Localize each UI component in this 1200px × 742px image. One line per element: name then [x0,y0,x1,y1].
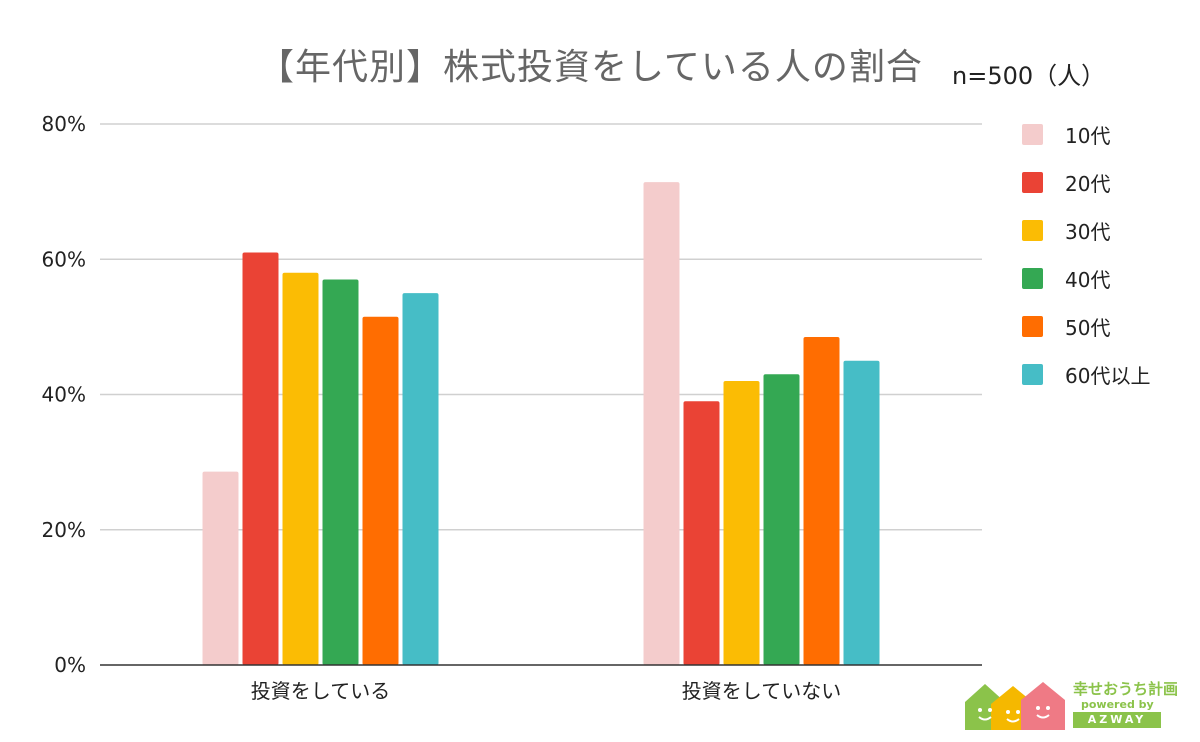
legend-swatch [1022,315,1043,337]
bar [202,471,239,665]
x-tick-label: 投資をしていない [682,679,841,703]
legend-label: 10代 [1065,123,1111,148]
bar [402,293,439,665]
legend-label: 50代 [1065,315,1111,340]
bar [643,182,680,665]
legend-swatch [1022,363,1043,385]
chart-title: 【年代別】株式投資をしている人の割合 [258,47,923,88]
legend-swatch [1022,123,1043,145]
bar [362,316,399,665]
legend-item: 40代 [1022,254,1150,302]
legend-label: 40代 [1065,267,1111,292]
bar [282,272,319,665]
legend-swatch [1022,267,1043,289]
logo-powered-by: powered by [1081,698,1154,711]
legend: 10代 20代 30代 40代 50代 60代以上 [1022,110,1150,398]
bar [322,279,359,665]
bar [683,401,720,665]
legend-label: 60代以上 [1065,363,1151,388]
chart-subtitle: n=500（人） [952,62,1106,90]
brand-logo: 幸せおうち計画 powered by AZWAY [963,674,1188,734]
bar [242,252,279,666]
y-tick-label: 80% [42,112,86,136]
y-tick-label: 0% [54,653,86,677]
legend-swatch [1022,219,1043,241]
legend-swatch [1022,171,1043,193]
legend-label: 30代 [1065,219,1111,244]
x-tick-label: 投資をしている [251,679,390,703]
legend-item: 30代 [1022,206,1150,254]
bar [843,360,880,665]
legend-item: 60代以上 [1022,350,1150,398]
y-tick-label: 60% [42,247,86,271]
legend-label: 20代 [1065,171,1111,196]
legend-item: 50代 [1022,302,1150,350]
logo-name: 幸せおうち計画 [1073,680,1179,698]
axes: 0% 20% 40% 60% 80% 投資をしている 投資をしていない [42,112,982,703]
legend-item: 20代 [1022,158,1150,206]
bars [202,182,880,666]
bar [723,380,760,665]
y-tick-label: 40% [42,383,86,407]
legend-item: 10代 [1022,110,1150,158]
bar [763,374,800,665]
logo-brand: AZWAY [1073,712,1161,728]
house-icon [965,682,1065,730]
bar [803,337,840,665]
y-tick-label: 20% [42,518,86,542]
